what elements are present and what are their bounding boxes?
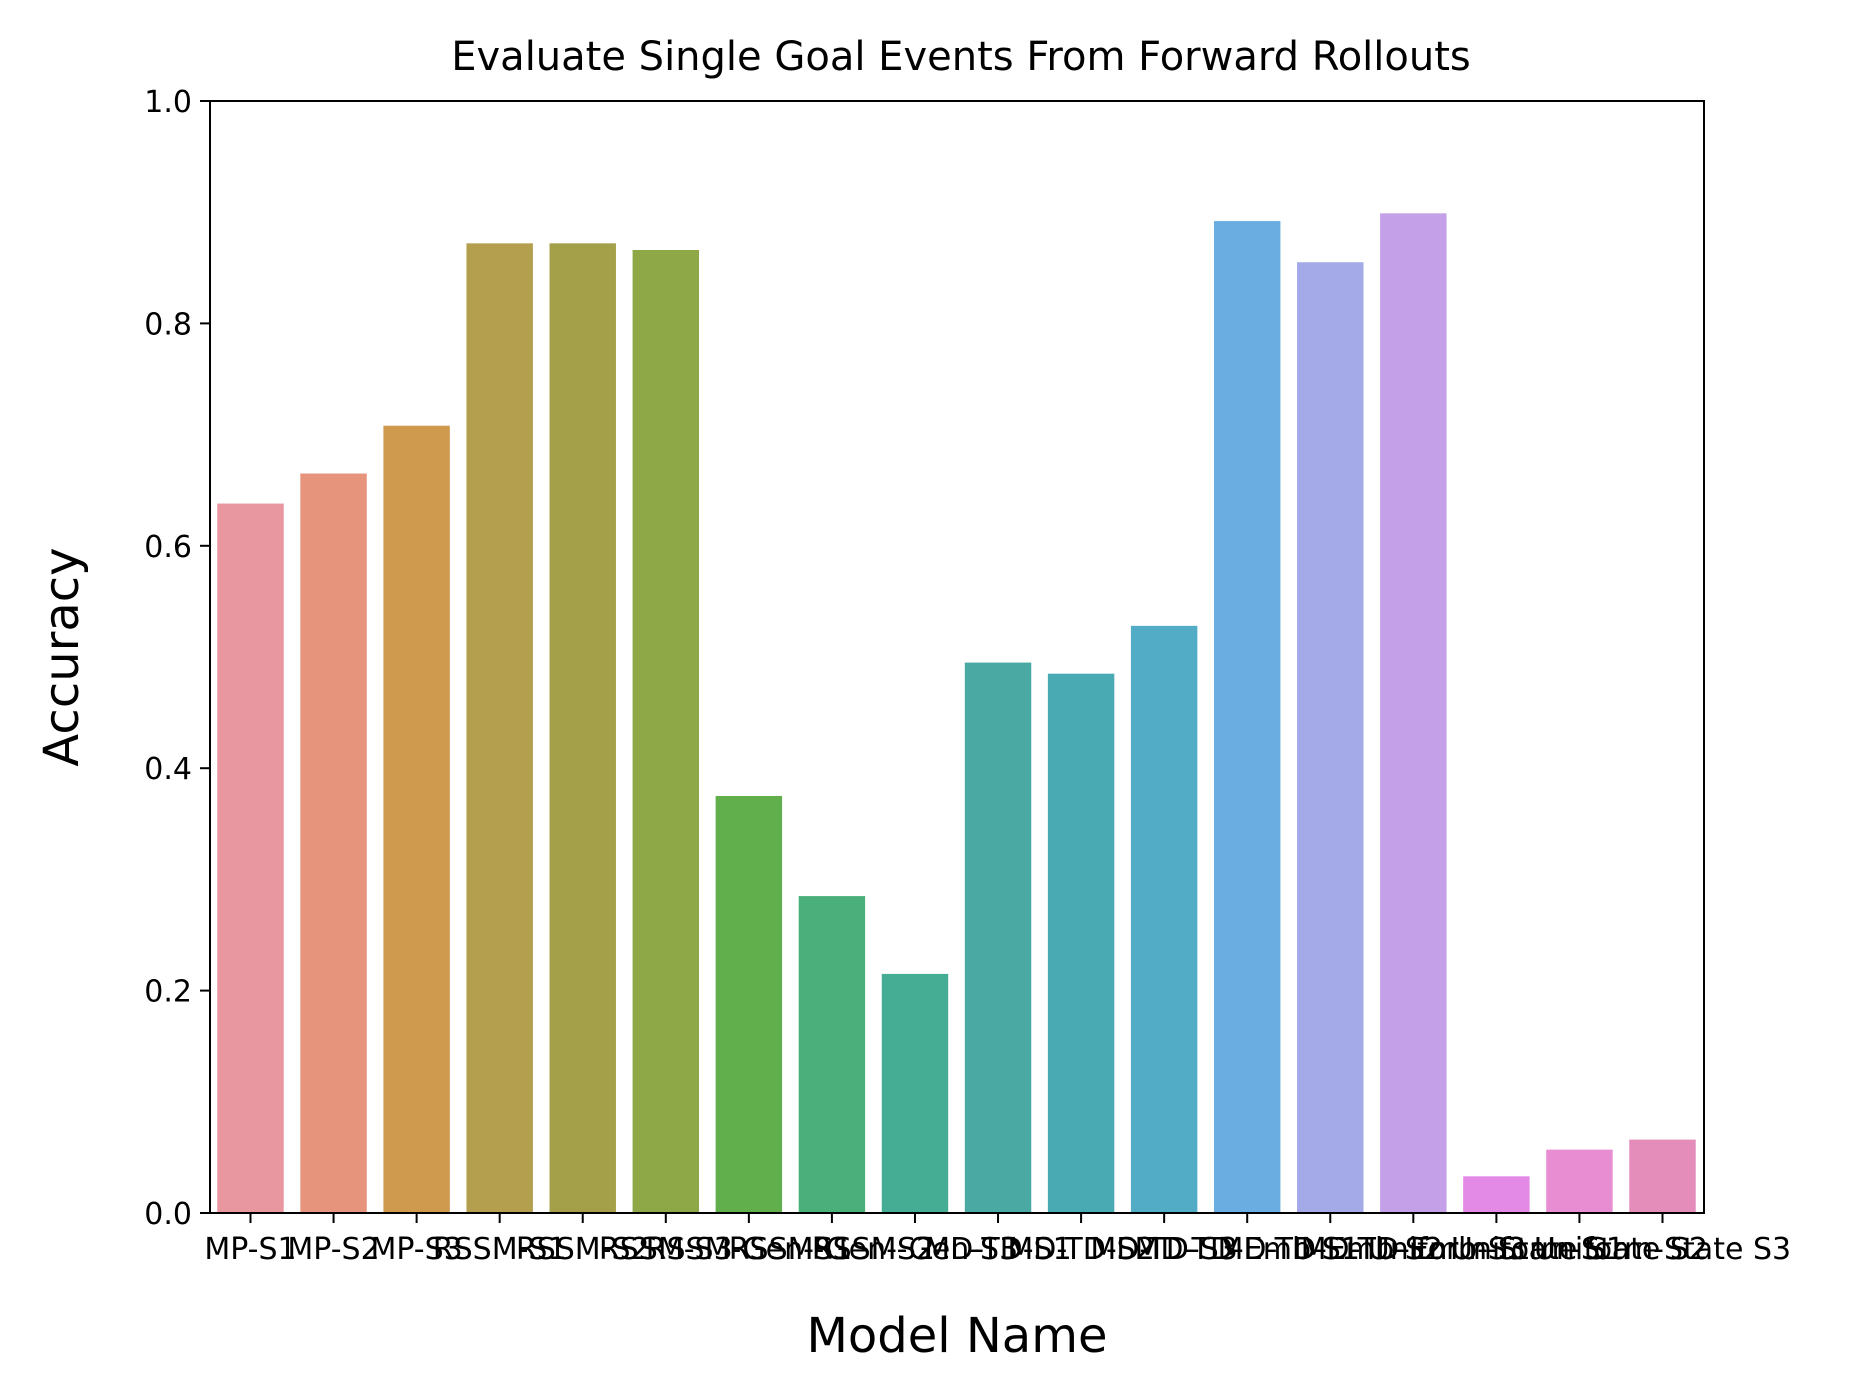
x-tick-label: MD-TD-S1 [924,1232,1071,1267]
y-tick-label: 0.0 [144,1197,192,1232]
chart-title: Evaluate Single Goal Events From Forward… [451,34,1471,80]
x-tick-label: MD-TD-Emb-S2 [1218,1232,1443,1267]
bar-11 [1130,625,1198,1213]
x-tick-label: MD-TD-Emb-S3 [1301,1232,1526,1267]
x-tick-label: MP-S3 [370,1232,462,1267]
bars-group [217,213,1696,1214]
x-tick-label: RSSM-S1 [433,1232,567,1267]
y-tick-label: 1.0 [144,85,192,120]
x-tick-label: Uniform-State S1 [1368,1232,1625,1267]
bar-0 [217,503,284,1213]
x-tick-label: Uniform-State S2 [1451,1232,1708,1267]
y-tick-label: 0.8 [144,307,192,342]
y-tick-label: 0.2 [144,975,192,1010]
x-tick-label: MD-TD-S3 [1090,1232,1237,1267]
x-axis-label: Model Name [807,1308,1108,1364]
plot-frame [209,100,1705,1214]
x-tick-label: RSSM-S3 [599,1232,733,1267]
bar-4 [549,243,616,1213]
bar-9 [964,662,1032,1213]
bar-14 [1380,213,1447,1213]
bar-12 [1213,221,1281,1213]
x-tick-label: RSSM-Gen-S1 [646,1232,852,1267]
x-tick-label: MP-S1 [204,1232,296,1267]
y-axis-ticks: 0.0 0.2 0.4 0.6 0.8 1.0 [144,85,210,1232]
x-axis-ticks: MP-S1MP-S2MP-S3RSSM-S1RSSM-S2RSSM-S3RSSM… [204,1213,1791,1267]
bar-10 [1047,673,1115,1213]
bar-8 [881,973,949,1213]
x-tick-label: MP-S2 [287,1232,379,1267]
bar-6 [715,796,783,1213]
bar-16 [1546,1149,1613,1213]
bar-7 [798,896,866,1213]
x-tick-label: RSSM-Gen-S3 [812,1232,1018,1267]
bar-2 [383,425,450,1214]
x-tick-label: RSSM-S2 [516,1232,650,1267]
bar-3 [466,243,533,1213]
bar-5 [632,250,700,1213]
x-tick-label: MD-TD-S2 [1007,1232,1154,1267]
bar-13 [1297,262,1364,1213]
bar-15 [1463,1176,1530,1213]
y-tick-label: 0.6 [144,530,192,565]
bar-17 [1629,1139,1696,1213]
x-tick-label: RSSM-Gen-S2 [729,1232,935,1267]
x-tick-label: MD-TD-Emb-S1 [1134,1232,1359,1267]
x-tick-label: Uniform-State S3 [1534,1232,1791,1267]
y-axis-label: Accuracy [34,547,90,766]
y-tick-label: 0.4 [144,752,192,787]
bar-1 [300,473,367,1213]
